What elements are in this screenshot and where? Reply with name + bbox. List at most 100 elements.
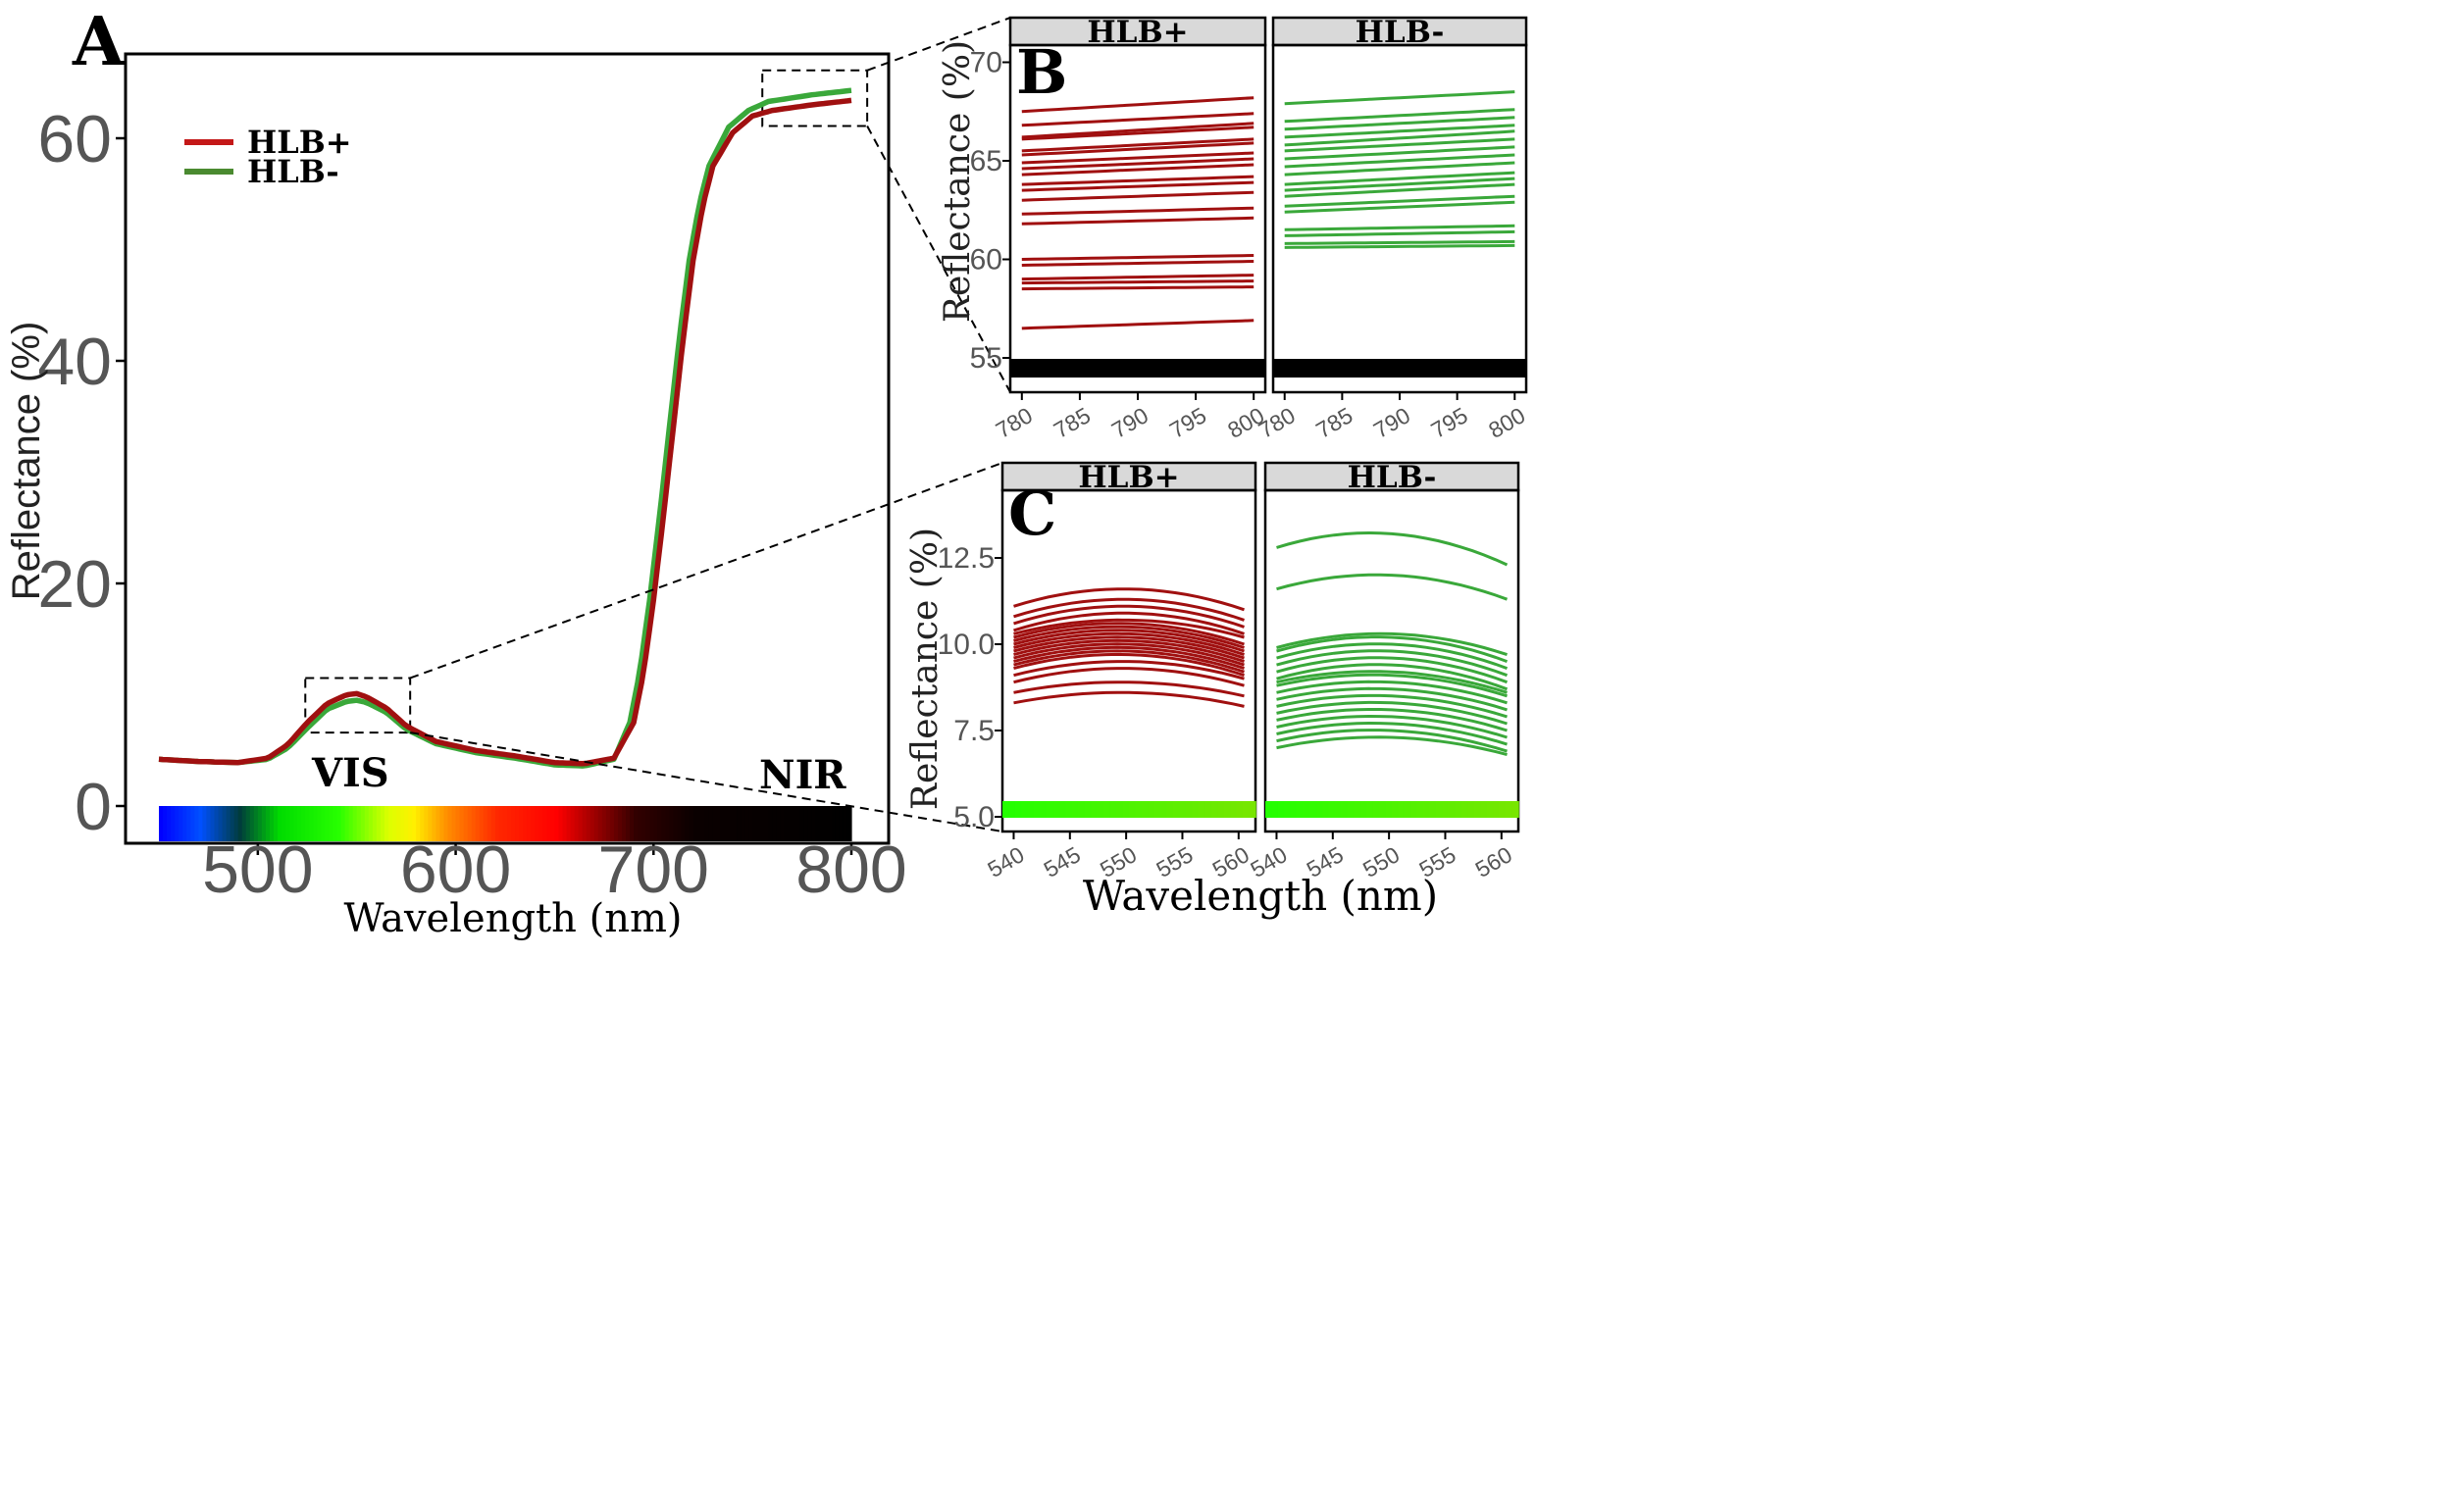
spectrum-segment bbox=[578, 806, 584, 841]
color-bar-segment bbox=[1467, 801, 1475, 818]
spectrum-segment bbox=[772, 806, 777, 841]
spectrum-segment bbox=[447, 806, 453, 841]
x-tick-label: 780 bbox=[1255, 402, 1300, 443]
spectrum-segment bbox=[562, 806, 568, 841]
series-line bbox=[1021, 285, 1255, 291]
spectrum-segment bbox=[700, 806, 706, 841]
series-line bbox=[1013, 638, 1245, 664]
connector-b-top bbox=[866, 17, 1011, 72]
spectrum-segment bbox=[574, 806, 580, 841]
spectrum-segment bbox=[657, 806, 662, 841]
y-tick-label: 70 bbox=[970, 47, 1002, 79]
nir-label: NIR bbox=[759, 752, 846, 798]
panel-a-letter: A bbox=[72, 3, 126, 81]
series-line bbox=[1013, 604, 1245, 629]
spectrum-segment bbox=[372, 806, 378, 841]
facet-frame bbox=[1263, 488, 1520, 833]
color-bar-segment bbox=[1166, 801, 1174, 818]
spectrum-segment bbox=[198, 806, 203, 841]
color-bar-segment bbox=[1297, 801, 1305, 818]
y-tick-label: 10.0 bbox=[938, 629, 995, 661]
spectrum-segment bbox=[593, 806, 599, 841]
spectrum-segment bbox=[356, 806, 362, 841]
wavelength-color-bar bbox=[1010, 359, 1265, 378]
legend: HLB+HLB- bbox=[184, 124, 352, 190]
color-bar-segment bbox=[1052, 801, 1060, 818]
spectrum-segment bbox=[827, 806, 833, 841]
color-bar-segment bbox=[1442, 801, 1450, 818]
spectrum-segment bbox=[803, 806, 809, 841]
color-bar-segment bbox=[1217, 801, 1225, 818]
spectrum-segment bbox=[333, 806, 338, 841]
spectrum-segment bbox=[297, 806, 302, 841]
spectrum-segment bbox=[622, 806, 627, 841]
color-bar-segment bbox=[1192, 801, 1200, 818]
y-tick-label: 40 bbox=[37, 325, 112, 399]
wavelength-color-bar bbox=[1273, 359, 1526, 378]
spectrum-segment bbox=[463, 806, 469, 841]
spectrum-segment bbox=[728, 806, 734, 841]
series-line bbox=[1013, 587, 1245, 612]
series-line bbox=[1276, 700, 1508, 726]
x-tick-label: 785 bbox=[1311, 402, 1357, 443]
series-line bbox=[1276, 649, 1509, 678]
series-line bbox=[1021, 112, 1255, 127]
series-line bbox=[1276, 530, 1509, 567]
spectrum-segment bbox=[249, 806, 255, 841]
spectrum-segment bbox=[653, 806, 658, 841]
spectrum-segment bbox=[507, 806, 512, 841]
series-line bbox=[1013, 645, 1245, 671]
series-line bbox=[1284, 182, 1515, 198]
spectrum-segment bbox=[490, 806, 496, 841]
color-bar-segment bbox=[1141, 801, 1150, 818]
y-tick-label: 55 bbox=[970, 342, 1002, 375]
spectrum-segment bbox=[835, 806, 841, 841]
spectrum-segment bbox=[760, 806, 765, 841]
facet-frame bbox=[1000, 488, 1257, 833]
spectrum-segment bbox=[186, 806, 191, 841]
series-line bbox=[1284, 137, 1515, 153]
spectrum-segment bbox=[416, 806, 421, 841]
color-bar-segment bbox=[1372, 801, 1380, 818]
spectrum-segment bbox=[384, 806, 389, 841]
color-bar-segment bbox=[1021, 801, 1029, 818]
spectrum-segment bbox=[261, 806, 267, 841]
color-bar-segment bbox=[1065, 801, 1073, 818]
facet-strip bbox=[1000, 461, 1257, 492]
color-bar-segment bbox=[1392, 801, 1400, 818]
spectrum-segment bbox=[795, 806, 801, 841]
spectrum-segment bbox=[764, 806, 769, 841]
spectrum-segment bbox=[376, 806, 382, 841]
spectrum-segment bbox=[214, 806, 220, 841]
color-bar-segment bbox=[1341, 801, 1349, 818]
series-line bbox=[1021, 190, 1255, 202]
y-tick-label: 60 bbox=[970, 244, 1002, 277]
series-line bbox=[1021, 163, 1255, 176]
color-bar-segment bbox=[1109, 801, 1117, 818]
color-bar-segment bbox=[1265, 801, 1273, 818]
series-line bbox=[1276, 642, 1509, 671]
color-bar-segment bbox=[1385, 801, 1393, 818]
color-bar-segment bbox=[1506, 801, 1513, 818]
spectrum-segment bbox=[253, 806, 259, 841]
color-bar-segment bbox=[1303, 801, 1310, 818]
series-line bbox=[1284, 239, 1515, 245]
spectrum-segment bbox=[609, 806, 615, 841]
spectrum-segment bbox=[638, 806, 642, 841]
spectrum-segment bbox=[321, 806, 327, 841]
facet-strip bbox=[1271, 16, 1528, 47]
spectrum-segment bbox=[329, 806, 334, 841]
spectrum-segment bbox=[278, 806, 282, 841]
spectrum-segment bbox=[424, 806, 429, 841]
spectrum-segment bbox=[741, 806, 745, 841]
series-line bbox=[1021, 180, 1255, 192]
spectrum-segment bbox=[230, 806, 235, 841]
spectrum-segment bbox=[364, 806, 370, 841]
color-bar-segment bbox=[1078, 801, 1086, 818]
spectrum-segment bbox=[285, 806, 290, 841]
series-line bbox=[1276, 573, 1509, 601]
color-bar-segment bbox=[1277, 801, 1286, 818]
color-bar-segment bbox=[1186, 801, 1194, 818]
color-bar-segment bbox=[1047, 801, 1054, 818]
panel-c-y-label: Reflectance (%) bbox=[905, 528, 946, 810]
